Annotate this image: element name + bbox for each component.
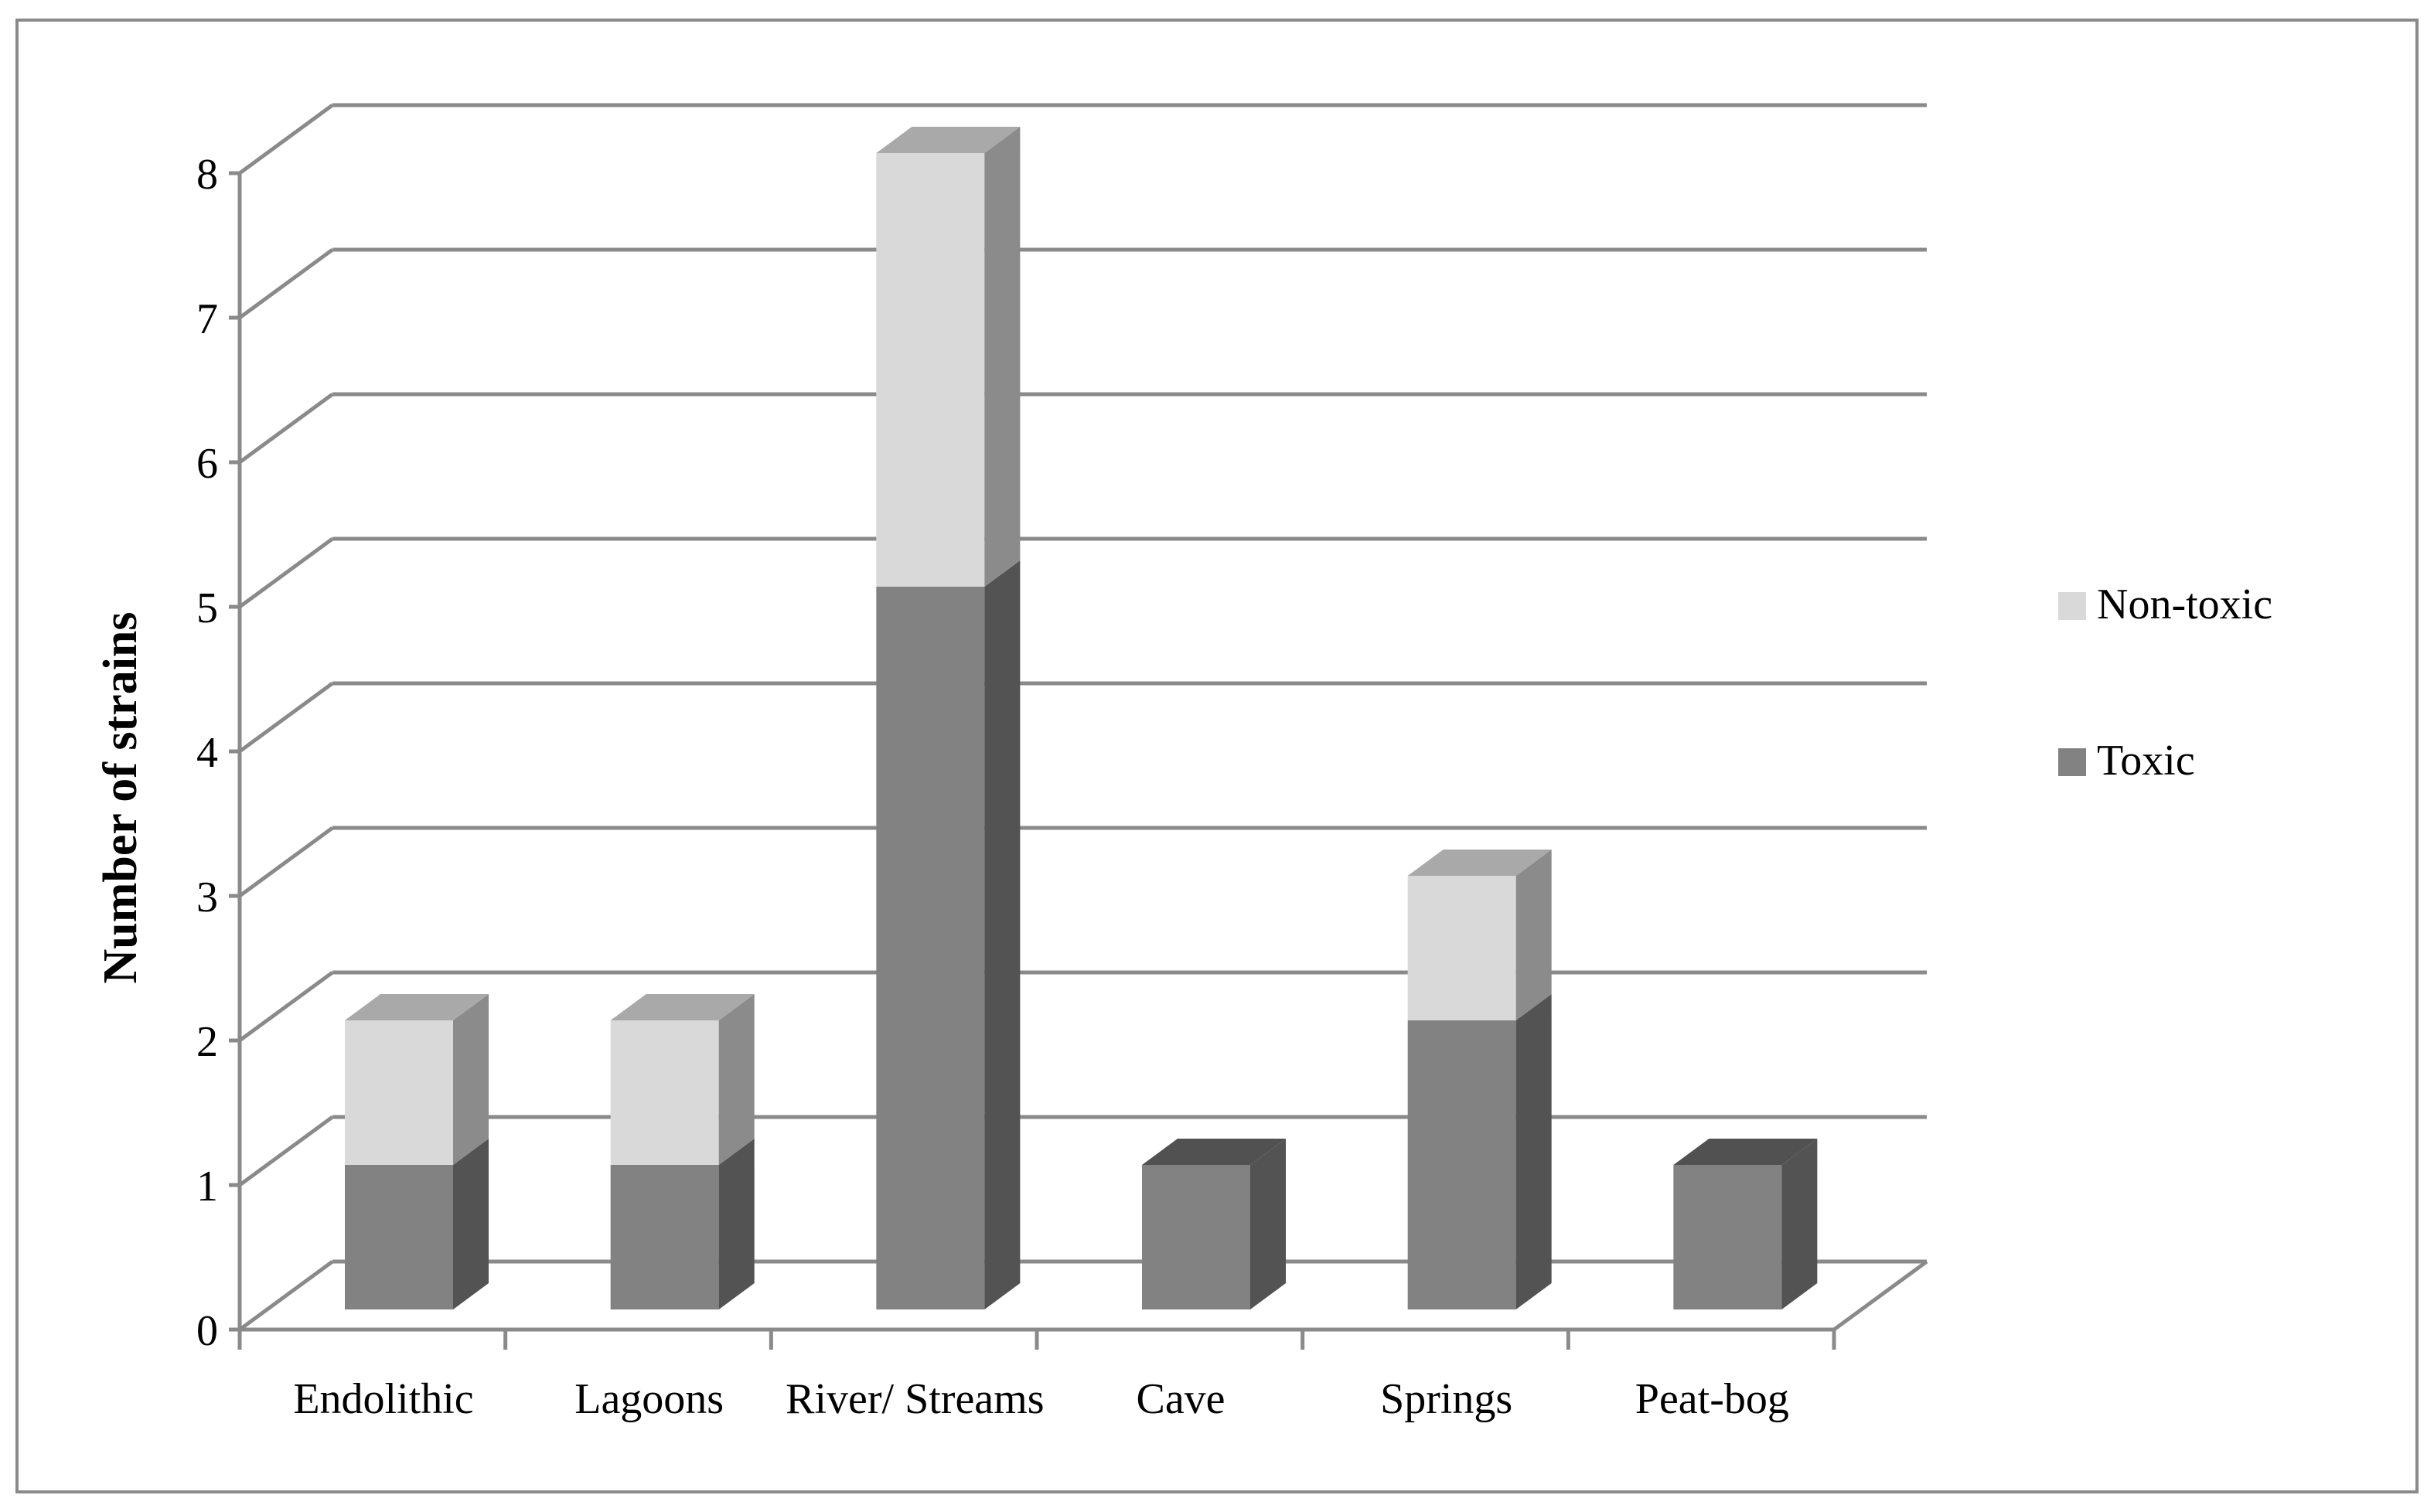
- bar-top-face: [1407, 850, 1552, 876]
- bar-front-face: [1407, 876, 1516, 1020]
- legend-label: Non-toxic: [2097, 581, 2272, 628]
- side-gridline: [238, 826, 334, 898]
- bar-side-face: [1781, 1139, 1818, 1309]
- legend-swatch: [2058, 748, 2086, 776]
- bar-side-face: [453, 1139, 489, 1309]
- side-gridline: [238, 103, 334, 175]
- bar-segment: [345, 1139, 489, 1309]
- y-tick-label: 1: [196, 1163, 218, 1211]
- bar-segment: [610, 994, 755, 1165]
- side-gridline: [238, 392, 334, 465]
- y-axis-label: Number of strains: [94, 611, 147, 983]
- axes: [229, 171, 1836, 1350]
- bar-front-face: [610, 1165, 719, 1309]
- x-tick-label: Cave: [1136, 1375, 1225, 1423]
- x-tick-label: River/ Streams: [786, 1375, 1044, 1423]
- y-tick-label: 4: [196, 729, 218, 777]
- x-tick-labels: Endolithic Lagoons River/ Streams Cave Sprin…: [293, 1375, 1789, 1423]
- bar-top-face: [345, 994, 489, 1020]
- bar-front-face: [876, 587, 985, 1309]
- x-tick-label: Peat-bog: [1635, 1375, 1789, 1423]
- x-tick-label: Lagoons: [574, 1375, 724, 1423]
- bar-segment: [1673, 1139, 1818, 1309]
- bar-side-face: [984, 560, 1021, 1309]
- bars: [345, 127, 1818, 1309]
- bar-side-face: [1515, 994, 1552, 1309]
- bar-segment: [610, 1139, 755, 1309]
- side-gridline: [238, 681, 334, 754]
- gridlines: [238, 103, 1928, 1332]
- bar-front-face: [1142, 1165, 1250, 1309]
- floor-edge: [1832, 1259, 1928, 1332]
- bar-top-face: [610, 994, 755, 1020]
- bar-front-face: [610, 1020, 719, 1165]
- y-tick-label: 0: [196, 1307, 218, 1355]
- legend-swatch: [2058, 592, 2086, 620]
- bar-segment: [876, 560, 1021, 1309]
- bar-segment: [876, 127, 1021, 587]
- y-tick-labels: 0 1 2 3 4 5 6 7 8: [196, 151, 218, 1355]
- y-tick-label: 7: [196, 295, 218, 343]
- bar-top-face: [1673, 1139, 1818, 1165]
- y-tick-label: 8: [196, 151, 218, 199]
- bar-front-face: [1407, 1020, 1516, 1309]
- bar-side-face: [453, 994, 489, 1165]
- x-tick-label: Springs: [1380, 1375, 1512, 1423]
- side-gridline: [238, 247, 334, 320]
- bar-front-face: [345, 1165, 453, 1309]
- side-gridline: [238, 970, 334, 1043]
- bar-segment: [1407, 850, 1552, 1020]
- bar-top-face: [1142, 1139, 1286, 1165]
- side-gridline: [238, 536, 334, 609]
- bar-front-face: [345, 1020, 453, 1165]
- bar-segment: [1142, 1139, 1286, 1309]
- y-tick-label: 2: [196, 1018, 218, 1066]
- y-tick-label: 5: [196, 584, 218, 632]
- bar-side-face: [984, 127, 1021, 587]
- x-tick-label: Endolithic: [293, 1375, 473, 1423]
- bar-segment: [1407, 994, 1552, 1309]
- side-gridline: [238, 1115, 334, 1187]
- bar-segment: [345, 994, 489, 1165]
- side-gridline: [238, 1259, 334, 1332]
- bar-front-face: [876, 153, 985, 587]
- bar-top-face: [876, 127, 1021, 153]
- bar-side-face: [718, 994, 755, 1165]
- y-tick-label: 6: [196, 440, 218, 488]
- bar-side-face: [1515, 850, 1552, 1020]
- y-tick-label: 3: [196, 873, 218, 921]
- bar-front-face: [1673, 1165, 1782, 1309]
- bar-side-face: [1250, 1139, 1286, 1309]
- legend-label: Toxic: [2097, 737, 2195, 785]
- legend: Non-toxic Toxic: [2058, 581, 2272, 785]
- bar-side-face: [718, 1139, 755, 1309]
